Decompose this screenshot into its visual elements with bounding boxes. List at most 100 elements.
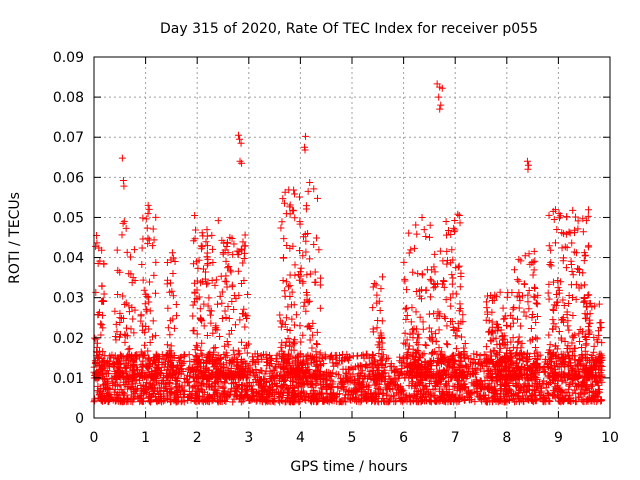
data-point [408, 326, 416, 334]
data-point [529, 271, 537, 279]
data-point [108, 360, 116, 368]
data-point [532, 334, 540, 342]
data-point [241, 369, 249, 377]
data-point [412, 221, 420, 229]
data-point [167, 365, 175, 373]
data-point [113, 391, 121, 399]
data-point [339, 384, 347, 392]
data-point [448, 352, 456, 360]
data-point [551, 383, 559, 391]
data-point [296, 322, 304, 330]
data-point [206, 383, 214, 391]
data-point [266, 355, 274, 363]
data-point [299, 387, 307, 395]
data-point [166, 395, 174, 403]
data-point [461, 339, 469, 347]
data-point [381, 369, 389, 377]
data-point [230, 305, 238, 313]
data-point [386, 386, 394, 394]
data-point [291, 357, 299, 365]
data-point [555, 209, 563, 217]
data-point [105, 362, 113, 370]
data-point [422, 286, 430, 294]
data-point [447, 231, 455, 239]
data-point [118, 231, 126, 239]
data-point [370, 367, 378, 375]
data-point [513, 364, 521, 372]
data-point [116, 351, 124, 359]
data-point [461, 397, 469, 405]
data-point [347, 372, 355, 380]
data-point [503, 293, 511, 301]
data-point [210, 344, 218, 352]
data-point [491, 291, 499, 299]
data-point [534, 352, 542, 360]
data-point [515, 277, 523, 285]
data-point [571, 352, 579, 360]
data-point [149, 333, 157, 341]
data-point [418, 271, 426, 279]
data-point [374, 341, 382, 349]
data-point [277, 343, 285, 351]
data-point [492, 334, 500, 342]
data-point [169, 254, 177, 262]
data-point [494, 359, 502, 367]
data-point [481, 395, 489, 403]
data-point [146, 338, 154, 346]
data-point [540, 377, 548, 385]
data-point [577, 282, 585, 290]
data-point [549, 316, 557, 324]
data-point [559, 257, 567, 265]
data-point [513, 349, 521, 357]
data-point [394, 386, 402, 394]
data-point [291, 214, 299, 222]
data-point [152, 332, 160, 340]
data-point [356, 362, 364, 370]
data-point [230, 354, 238, 362]
data-point [252, 366, 260, 374]
data-point [519, 357, 527, 365]
data-point [427, 358, 435, 366]
data-point [211, 362, 219, 370]
data-point [405, 382, 413, 390]
data-point [578, 343, 586, 351]
data-point [370, 356, 378, 364]
data-point [132, 387, 140, 395]
data-point [378, 339, 386, 347]
data-point [322, 395, 330, 403]
data-point [496, 381, 504, 389]
data-point [186, 357, 194, 365]
data-point [296, 374, 304, 382]
data-point [306, 179, 314, 187]
data-point [515, 304, 523, 312]
data-point [317, 389, 325, 397]
data-point [204, 279, 212, 287]
data-point [176, 362, 184, 370]
data-point [130, 329, 138, 337]
data-point [403, 304, 411, 312]
data-point [221, 277, 229, 285]
data-point [567, 257, 575, 265]
data-point [228, 235, 236, 243]
x-tick-labels: 0 1 2 3 4 5 6 7 8 9 10 [90, 430, 619, 446]
data-point [398, 387, 406, 395]
data-point [413, 368, 421, 376]
data-point [145, 354, 153, 362]
data-point [437, 380, 445, 388]
data-point [301, 298, 309, 306]
data-point [237, 245, 245, 253]
data-point [123, 394, 131, 402]
data-point [499, 304, 507, 312]
data-point [584, 367, 592, 375]
data-point [587, 382, 595, 390]
x-tick-label: 4 [296, 430, 305, 446]
data-point [450, 224, 458, 232]
data-point [546, 379, 554, 387]
data-point [205, 350, 213, 358]
data-point [596, 324, 604, 332]
data-point [533, 313, 541, 321]
data-point [263, 359, 271, 367]
data-point [456, 386, 464, 394]
data-point [115, 361, 123, 369]
data-point [326, 385, 334, 393]
